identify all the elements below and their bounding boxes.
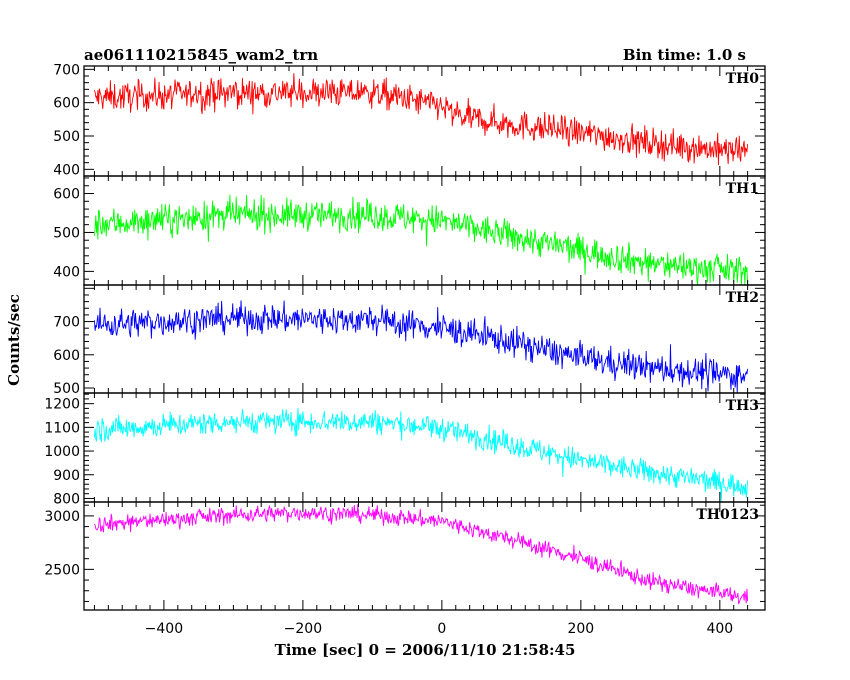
y-tick-label: 900 [53, 468, 80, 484]
panel-th0123: TH0123 2500 3000 [44, 501, 766, 611]
x-tick-label: 200 [567, 621, 594, 637]
y-tick-label: 500 [53, 381, 80, 397]
y-tick-label: 3000 [44, 509, 80, 525]
y-tick-label: 600 [53, 187, 80, 203]
y-tick-label: 500 [53, 129, 80, 145]
panel-label-th0: TH0 [726, 71, 760, 87]
x-tick-label: −200 [284, 621, 322, 637]
panel-label-th3: TH3 [726, 398, 759, 414]
y-tick-label: 600 [53, 348, 80, 364]
panel-label-th0123: TH0123 [696, 507, 759, 523]
panel-frame-th0 [83, 65, 766, 177]
y-tick-label: 1200 [44, 397, 80, 413]
panel-label-th2: TH2 [726, 290, 759, 306]
series-line-th2 [93, 300, 749, 394]
x-tick-label: 400 [706, 621, 733, 637]
panel-th3: TH3 800 900 1000 1100 1200 [44, 392, 766, 507]
series-line-th0 [93, 73, 749, 166]
y-tick-label: 2500 [44, 562, 80, 578]
panel-th2: TH2 500 600 700 [53, 284, 766, 397]
x-tick-label: 0 [437, 621, 446, 637]
series-line-th0123 [94, 504, 749, 605]
y-tick-label: 500 [53, 225, 80, 241]
panel-th0: TH0 400 500 600 700 [53, 62, 766, 178]
panel-frame-th1 [83, 175, 766, 286]
panels-group: TH0400500600700TH1400500600TH2500600700T… [44, 62, 766, 637]
y-tick-label: 400 [53, 162, 80, 178]
x-tick-label: −400 [145, 621, 183, 637]
y-tick-label: 1100 [44, 420, 80, 436]
x-axis-label: Time [sec] 0 = 2006/11/10 21:58:45 [275, 641, 576, 659]
y-tick-label: 800 [53, 491, 80, 507]
y-tick-label: 1000 [44, 444, 80, 460]
panel-frame-th0123 [83, 501, 766, 611]
chart-title: ae061110215845_wam2_trn [84, 46, 318, 64]
series-line-th1 [93, 194, 749, 286]
y-tick-label: 700 [53, 315, 80, 331]
panel-th1: TH1 400 500 600 [53, 175, 766, 286]
panel-label-th1: TH1 [726, 181, 759, 197]
y-axis-label: Counts/sec [5, 294, 23, 386]
series-line-th3 [93, 408, 749, 502]
y-tick-label: 400 [53, 264, 80, 280]
y-tick-label: 600 [53, 96, 80, 112]
bin-time-label: Bin time: 1.0 s [623, 46, 746, 64]
panel-frame-th3 [83, 392, 766, 503]
y-tick-label: 700 [53, 62, 80, 78]
